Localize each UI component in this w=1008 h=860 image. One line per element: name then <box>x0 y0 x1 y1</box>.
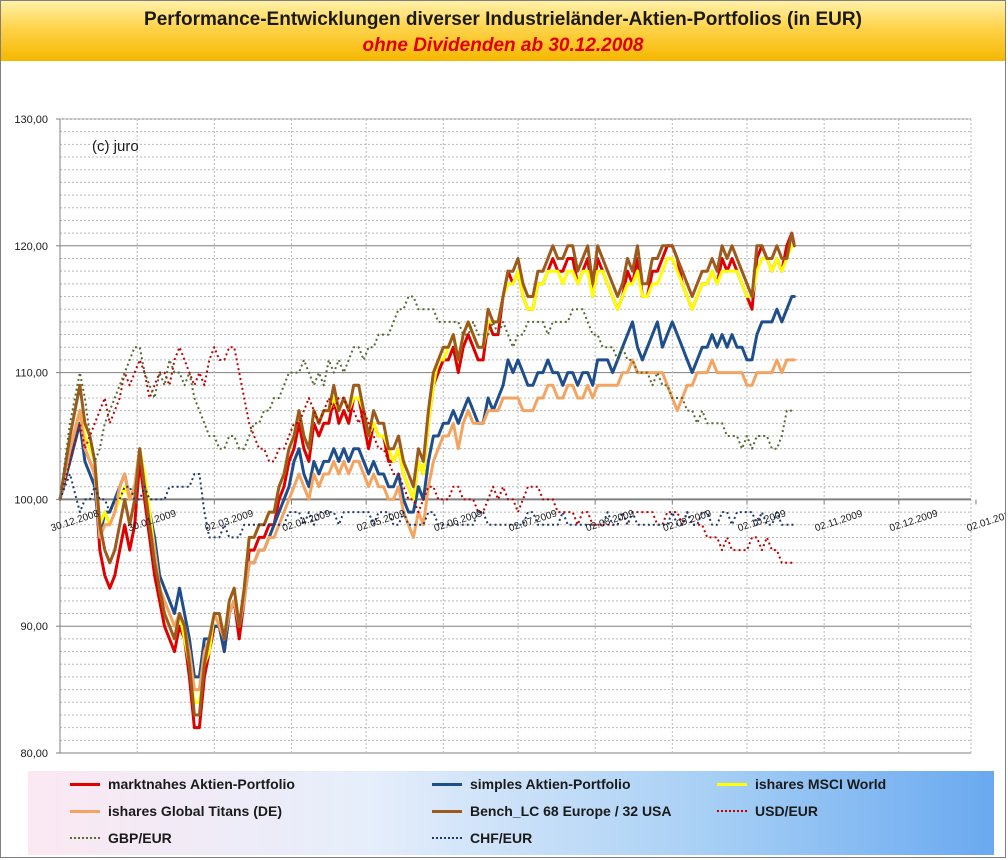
y-tick-label: 120,00 <box>14 241 48 253</box>
legend-label: Bench_LC 68 Europe / 32 USA <box>470 803 672 819</box>
legend-label: ishares Global Titans (DE) <box>108 803 283 819</box>
line-chart: 80,00 90,00 100,00 110,00 120,00 130,00 30.12… <box>14 114 1008 760</box>
y-tick-label: 110,00 <box>15 368 48 380</box>
legend-label: CHF/EUR <box>470 830 533 846</box>
legend-swatch <box>70 782 100 786</box>
legend-label: GBP/EUR <box>108 830 172 846</box>
y-tick-label: 100,00 <box>14 494 48 506</box>
y-tick-label: 130,00 <box>14 114 48 126</box>
minor-gridlines <box>60 131 971 741</box>
legend-item: USD/EUR <box>717 803 818 821</box>
legend-item: ishares MSCI World <box>717 776 886 794</box>
legend-swatch <box>432 782 462 786</box>
chart-subtitle: ohne Dividenden ab 30.12.2008 <box>362 35 644 56</box>
legend-item: marktnahes Aktien-Portfolio <box>70 776 295 794</box>
y-axis: 80,00 90,00 100,00 110,00 120,00 130,00 <box>14 114 61 760</box>
series-line-6 <box>59 295 795 500</box>
plot-area: 80,00 90,00 100,00 110,00 120,00 130,00 30.12… <box>1 77 1008 765</box>
x-tick-label: 30.12.2008 <box>50 508 101 534</box>
y-tick-label: 90,00 <box>20 621 48 633</box>
series-layer <box>58 231 796 730</box>
copyright-annotation: (c) juro <box>92 138 139 155</box>
legend-swatch <box>432 809 462 813</box>
legend-item: GBP/EUR <box>70 830 172 848</box>
series-line-4 <box>58 231 796 717</box>
legend-item: CHF/EUR <box>432 830 532 848</box>
legend-label: ishares MSCI World <box>755 776 887 792</box>
legend-item: ishares Global Titans (DE) <box>70 803 282 821</box>
chart-header: Performance-Entwicklungen diverser Indus… <box>1 1 1005 61</box>
series-line-1 <box>58 295 796 679</box>
legend-swatch <box>70 837 100 840</box>
legend-swatch <box>432 837 462 840</box>
legend: marktnahes Aktien-Portfolio simples Aktie… <box>28 771 994 855</box>
chart-title: Performance-Entwicklungen diverser Indus… <box>144 9 862 30</box>
legend-label: USD/EUR <box>755 803 819 819</box>
x-axis: 30.12.2008 30.01.2009 02.03.2009 02.04.2009… <box>50 499 1008 534</box>
legend-item: Bench_LC 68 Europe / 32 USA <box>432 803 672 821</box>
legend-label: simples Aktien-Portfolio <box>470 776 631 792</box>
series-line-3 <box>58 358 796 692</box>
series-line-5 <box>59 346 795 564</box>
legend-swatch <box>70 809 100 813</box>
legend-label: marktnahes Aktien-Portfolio <box>108 776 295 792</box>
legend-item: simples Aktien-Portfolio <box>432 776 631 794</box>
legend-swatch <box>717 782 747 786</box>
legend-swatch <box>717 810 747 813</box>
y-tick-label: 80,00 <box>20 748 48 760</box>
